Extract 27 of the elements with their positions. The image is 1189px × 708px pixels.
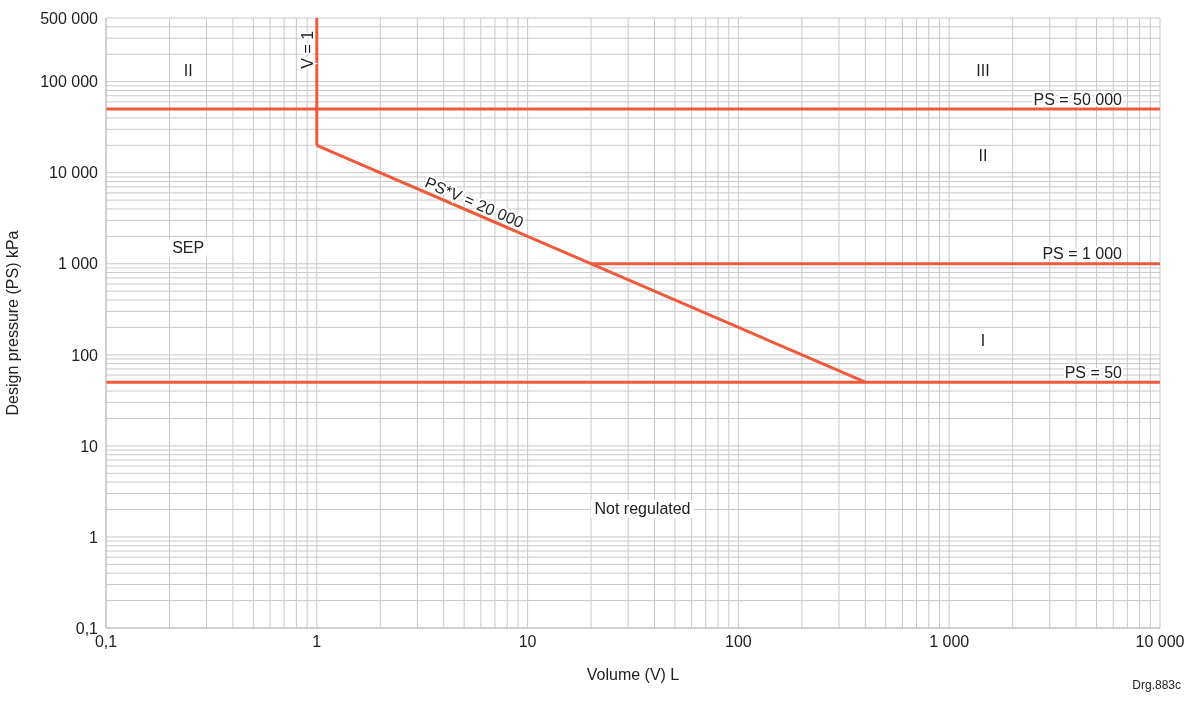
y-tick-label: 500 000: [40, 9, 99, 27]
y-axis-title: Design pressure (PS) kPa: [3, 230, 21, 416]
y-tick-label: 100 000: [40, 73, 99, 91]
text: V = 1: [299, 30, 317, 69]
x-tick-label: 0,1: [94, 633, 118, 651]
ref-line-label: PS = 50 000: [1033, 90, 1123, 108]
x-tick-label: 100: [725, 633, 752, 651]
annotation: I: [977, 331, 989, 350]
y-tick-label: 10: [80, 437, 99, 455]
text: Drg.883c: [1132, 678, 1181, 692]
y-tick-label: 100: [71, 346, 99, 364]
x-tick-label: 1 000: [929, 633, 970, 651]
text: PS*V = 20 000: [422, 173, 527, 232]
annotation: Not regulated: [591, 500, 694, 519]
annotation: III: [973, 62, 993, 81]
x-axis-title: Volume (V) L: [586, 666, 680, 683]
ref-line-label: PS = 50: [1064, 363, 1123, 381]
x-tick-label: 10 000: [1135, 633, 1185, 651]
y-tick-label: 1: [89, 528, 99, 546]
x-tick-label: 10: [518, 633, 537, 651]
annotation: SEP: [169, 238, 208, 257]
annotation: II: [975, 146, 991, 165]
series-label: PS = 1 000: [1042, 245, 1123, 263]
x-tick-label: 1: [312, 633, 322, 651]
y-tick-label: 10 000: [49, 164, 99, 182]
y-tick-label: 1 000: [57, 255, 99, 273]
annotation: II: [180, 62, 196, 81]
